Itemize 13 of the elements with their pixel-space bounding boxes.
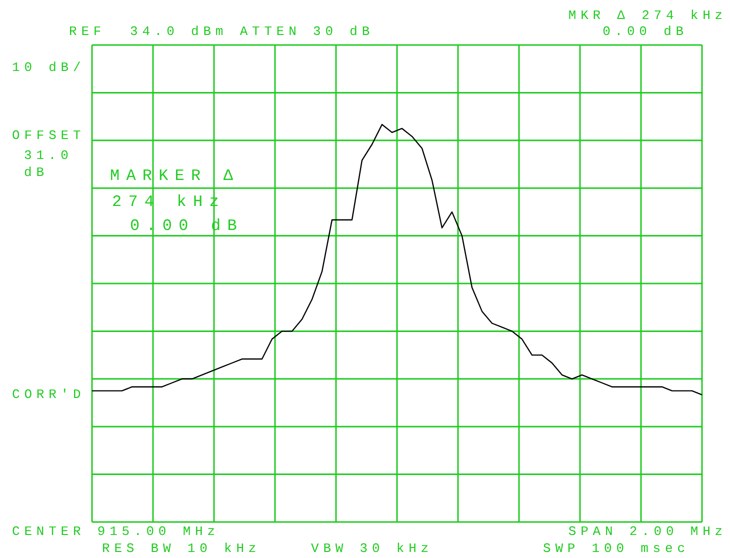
text: 31.0 xyxy=(24,148,73,163)
text: RES BW 10 kHz xyxy=(102,541,261,556)
text: 10 dB/ xyxy=(12,60,86,75)
text: 0.00 dB xyxy=(602,24,688,39)
text: OFFSET xyxy=(12,128,86,143)
text: SPAN 2.00 MHz xyxy=(568,524,727,539)
text: VBW 30 kHz xyxy=(311,541,434,556)
text: CENTER 915.00 MHz xyxy=(12,524,220,539)
text: dB xyxy=(24,165,48,180)
text: CORR'D xyxy=(12,387,86,402)
text: SWP 100 msec xyxy=(543,541,690,556)
text: MKR Δ 274 kHz xyxy=(568,8,727,23)
text: REF 34.0 dBm ATTEN 30 dB xyxy=(69,24,374,39)
